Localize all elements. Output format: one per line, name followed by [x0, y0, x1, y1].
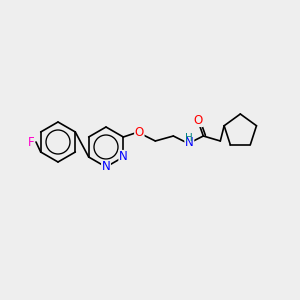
Text: O: O	[194, 113, 203, 127]
Text: F: F	[28, 136, 34, 148]
Text: H: H	[185, 133, 193, 143]
Text: N: N	[119, 151, 128, 164]
Text: N: N	[185, 136, 194, 149]
Text: O: O	[135, 127, 144, 140]
Text: N: N	[102, 160, 110, 173]
